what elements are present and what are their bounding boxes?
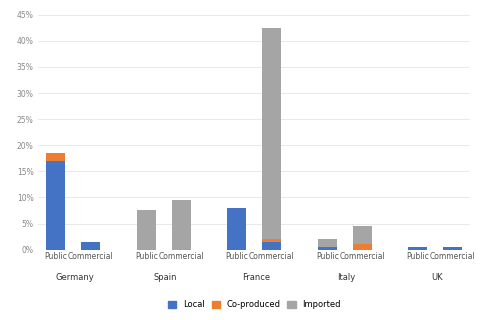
Text: UK: UK — [431, 273, 443, 282]
Legend: Local, Co-produced, Imported: Local, Co-produced, Imported — [165, 297, 344, 313]
Bar — [172, 200, 191, 250]
Bar — [47, 161, 65, 250]
Bar — [263, 239, 281, 242]
Bar — [444, 247, 462, 250]
Bar — [408, 247, 427, 250]
Bar — [353, 244, 372, 250]
Bar — [82, 242, 100, 250]
Text: France: France — [242, 273, 270, 282]
Bar — [263, 28, 281, 239]
Text: Germany: Germany — [56, 273, 94, 282]
Bar — [318, 239, 337, 247]
Bar — [228, 208, 246, 250]
Bar — [47, 153, 65, 161]
Text: Spain: Spain — [154, 273, 177, 282]
Bar — [263, 242, 281, 250]
Bar — [353, 226, 372, 244]
Text: Italy: Italy — [337, 273, 356, 282]
Bar — [318, 247, 337, 250]
Bar — [137, 211, 156, 250]
